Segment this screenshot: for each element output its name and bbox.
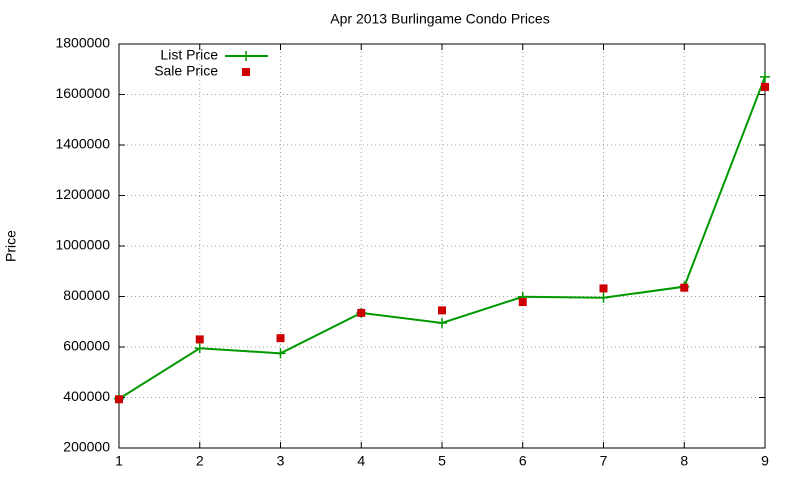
- y-tick-label: 1800000: [55, 35, 110, 51]
- x-tick-label: 2: [196, 453, 204, 469]
- y-tick-label: 600000: [63, 338, 110, 354]
- legend-label: Sale Price: [154, 63, 218, 79]
- point: [761, 82, 769, 91]
- point: [195, 335, 204, 344]
- x-tick-label: 8: [680, 453, 688, 469]
- point: [680, 283, 689, 292]
- y-tick-label: 200000: [63, 439, 110, 455]
- y-tick-label: 400000: [63, 388, 110, 404]
- legend-marker: [241, 51, 251, 61]
- y-tick-label: 1200000: [55, 186, 110, 202]
- point: [194, 343, 205, 354]
- point: [518, 298, 527, 307]
- y-tick-label: 1400000: [55, 136, 110, 152]
- y-tick-label: 1600000: [55, 85, 110, 101]
- x-tick-label: 1: [115, 453, 123, 469]
- x-tick-label: 7: [600, 453, 608, 469]
- y-tick-label: 800000: [63, 287, 110, 303]
- point: [115, 395, 123, 404]
- point: [438, 306, 446, 315]
- legend-label: List Price: [160, 47, 218, 63]
- legend-marker: [242, 68, 250, 76]
- point: [598, 292, 609, 303]
- point: [760, 71, 770, 82]
- plot-border: [118, 43, 766, 449]
- point: [599, 284, 608, 293]
- x-tick-label: 4: [357, 453, 365, 469]
- point: [437, 318, 447, 329]
- point: [357, 308, 366, 317]
- series-line: [118, 76, 766, 400]
- x-tick-label: 3: [277, 453, 285, 469]
- y-axis-label: Price: [3, 230, 19, 262]
- x-tick-label: 6: [519, 453, 527, 469]
- point: [276, 334, 285, 343]
- chart-title: Apr 2013 Burlingame Condo Prices: [330, 11, 549, 27]
- x-tick-label: 5: [438, 453, 446, 469]
- y-tick-label: 1000000: [55, 237, 110, 253]
- point: [275, 348, 286, 359]
- x-tick-label: 9: [761, 453, 769, 469]
